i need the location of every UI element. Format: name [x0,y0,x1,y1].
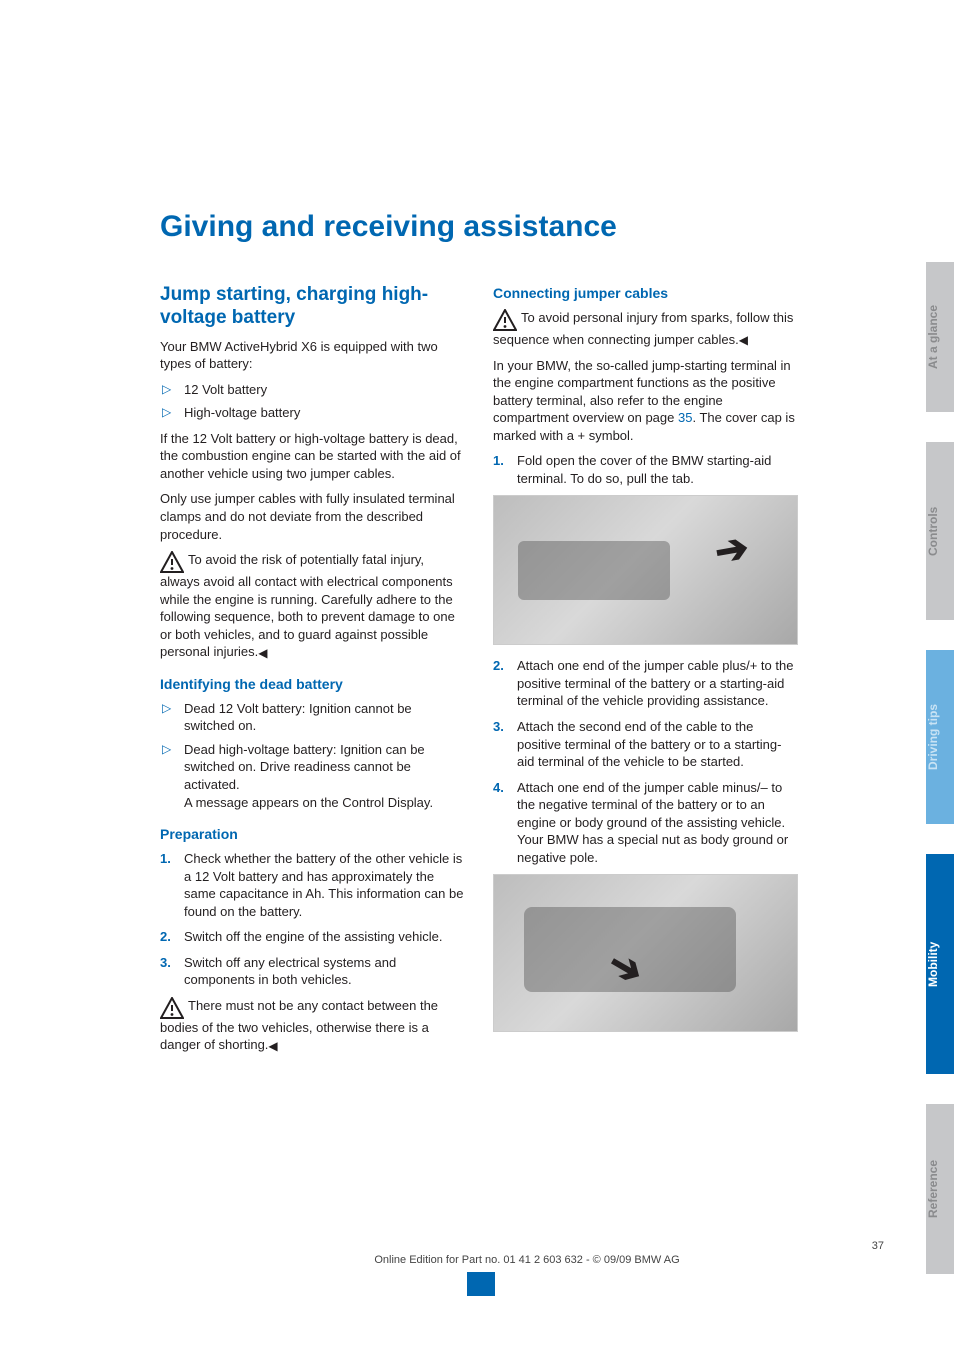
end-mark-icon: ◀ [739,332,748,348]
ordered-list-steps2to4: Attach one end of the jumper cable plus/… [493,657,798,866]
subheading-preparation: Preparation [160,825,465,844]
page-number: 37 [160,1240,894,1252]
subheading-identify: Identifying the dead battery [160,675,465,694]
list-item: Dead high-voltage battery: Ignition can … [160,741,465,811]
footer-accent-bar [467,1272,495,1296]
warning-icon [493,309,517,331]
warning-icon [160,997,184,1019]
nav-tab-controls[interactable]: Controls [926,442,954,620]
nav-tab-label: At a glance [926,305,940,369]
list-item: Fold open the cover of the BMW starting-… [493,452,798,487]
page-title: Giving and receiving assistance [160,210,894,244]
warning-block: There must not be any contact between th… [160,997,465,1054]
list-item: Switch off the engine of the assisting v… [160,928,465,946]
nav-tab-reference[interactable]: Reference [926,1104,954,1274]
figure-starting-aid-terminal: ➔ [493,495,798,645]
bullet-list-identify: Dead 12 Volt battery: Ignition cannot be… [160,700,465,811]
list-item-text: Dead high-voltage battery: Ignition can … [184,742,433,810]
paragraph: Your BMW ActiveHybrid X6 is equipped wit… [160,338,465,373]
list-item: Attach one end of the jumper cable plus/… [493,657,798,710]
page-footer: 37 Online Edition for Part no. 01 41 2 6… [160,1240,894,1266]
ordered-list-step1: Fold open the cover of the BMW starting-… [493,452,798,487]
list-item: Attach the second end of the cable to th… [493,718,798,771]
document-page: At a glance Controls Driving tips Mobility R… [0,0,954,1350]
paragraph: If the 12 Volt battery or high-voltage b… [160,430,465,483]
list-item: Check whether the battery of the other v… [160,850,465,920]
side-nav-tabs: At a glance Controls Driving tips Mobility R… [900,0,954,1350]
nav-tab-label: Controls [926,506,940,555]
nav-tab-label: Reference [926,1160,940,1218]
warning-text: There must not be any contact between th… [160,998,438,1053]
nav-tab-label: Mobility [926,941,940,986]
nav-tab-label: Driving tips [926,704,940,770]
bullet-list-battery-types: 12 Volt battery High-voltage battery [160,381,465,422]
end-mark-icon: ◀ [258,645,267,661]
figure-body-ground-nut: ➔ [493,874,798,1032]
section-heading-jump: Jump starting, charging high-voltage bat… [160,284,465,330]
right-column: Connecting jumper cables To avoid person… [493,284,798,1062]
paragraph: In your BMW, the so-called jump-starting… [493,357,798,445]
page-cross-reference[interactable]: 35 [678,410,692,425]
warning-block: To avoid personal injury from sparks, fo… [493,309,798,349]
subheading-connecting: Connecting jumper cables [493,284,798,303]
paragraph: Only use jumper cables with fully insula… [160,490,465,543]
nav-tab-mobility[interactable]: Mobility [926,854,954,1074]
warning-text: To avoid personal injury from sparks, fo… [493,310,793,347]
list-item: Dead 12 Volt battery: Ignition cannot be… [160,700,465,735]
list-item-text: Attach one end of the jumper cable minus… [517,780,788,865]
list-item: High-voltage battery [160,404,465,422]
nav-tab-at-a-glance[interactable]: At a glance [926,262,954,412]
warning-icon [160,551,184,573]
list-item: Attach one end of the jumper cable minus… [493,779,798,867]
warning-text: To avoid the risk of potentially fatal i… [160,552,455,659]
list-item: Switch off any electrical systems and co… [160,954,465,989]
end-mark-icon: ◀ [268,1038,277,1054]
footer-text: Online Edition for Part no. 01 41 2 603 … [374,1254,679,1266]
content-columns: Jump starting, charging high-voltage bat… [160,284,894,1062]
warning-block: To avoid the risk of potentially fatal i… [160,551,465,661]
left-column: Jump starting, charging high-voltage bat… [160,284,465,1062]
ordered-list-preparation: Check whether the battery of the other v… [160,850,465,989]
nav-tab-driving-tips[interactable]: Driving tips [926,650,954,824]
arrow-icon: ➔ [711,521,753,580]
list-item: 12 Volt battery [160,381,465,399]
